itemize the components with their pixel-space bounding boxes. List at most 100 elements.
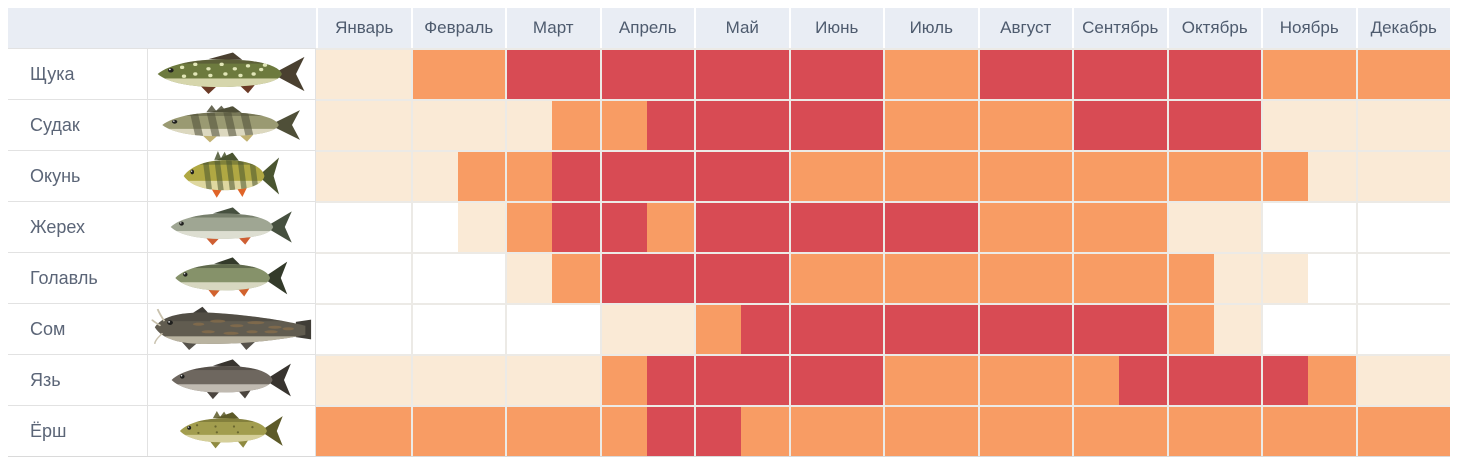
activity-cell-ide-m12a: [1355, 354, 1403, 405]
activity-cell-zander-m11b: [1308, 99, 1356, 150]
activity-cell-ruffe-m11b: [1308, 405, 1356, 456]
activity-cell-asp-m6b: [835, 201, 883, 252]
activity-cell-asp-m9b: [1119, 201, 1167, 252]
activity-cell-chub-m10a: [1166, 252, 1214, 303]
activity-cell-zander-m9a: [1072, 99, 1120, 150]
activity-cell-ruffe-m9b: [1119, 405, 1167, 456]
activity-cell-perch-m1a: [316, 150, 364, 201]
activity-cell-ruffe-m3a: [505, 405, 553, 456]
activity-cell-chub-m3a: [505, 252, 553, 303]
activity-cell-zander-m10a: [1166, 99, 1214, 150]
month-header-10: Октябрь: [1166, 8, 1261, 48]
fish-name-chub: Голавль: [8, 252, 148, 303]
activity-cell-ruffe-m6b: [835, 405, 883, 456]
activity-cell-ruffe-m3b: [552, 405, 600, 456]
activity-cell-pike-m6a: [788, 48, 836, 99]
activity-cell-perch-m3a: [505, 150, 553, 201]
activity-cell-perch-m2b: [457, 150, 505, 201]
activity-cell-ruffe-m1b: [363, 405, 411, 456]
activity-cell-catfish-m1b: [363, 303, 411, 354]
activity-cell-asp-m5a: [694, 201, 742, 252]
activity-cell-perch-m7b: [930, 150, 978, 201]
month-header-9: Сентябрь: [1072, 8, 1167, 48]
activity-cell-perch-m9a: [1072, 150, 1120, 201]
activity-cell-ruffe-m4a: [599, 405, 647, 456]
table-corner-cell: [8, 8, 316, 48]
activity-cell-chub-m11b: [1308, 252, 1356, 303]
activity-cell-zander-m9b: [1119, 99, 1167, 150]
activity-cell-zander-m11a: [1261, 99, 1309, 150]
activity-cell-ide-m11a: [1261, 354, 1309, 405]
activity-cell-ruffe-m8b: [1024, 405, 1072, 456]
activity-cell-perch-m8b: [1024, 150, 1072, 201]
month-header-11: Ноябрь: [1261, 8, 1356, 48]
activity-cell-ide-m9a: [1072, 354, 1120, 405]
activity-cell-asp-m2a: [410, 201, 458, 252]
activity-cell-ide-m3b: [552, 354, 600, 405]
activity-cell-asp-m5b: [741, 201, 789, 252]
pike-image: [157, 52, 304, 95]
activity-cell-pike-m10b: [1213, 48, 1261, 99]
activity-cell-chub-m5b: [741, 252, 789, 303]
activity-cell-ruffe-m10a: [1166, 405, 1214, 456]
activity-cell-pike-m8a: [977, 48, 1025, 99]
fish-name-ruffe: Ёрш: [8, 405, 148, 456]
activity-cell-chub-m8a: [977, 252, 1025, 303]
activity-cell-asp-m4a: [599, 201, 647, 252]
activity-cell-asp-m2b: [457, 201, 505, 252]
fish-name-asp: Жерех: [8, 201, 148, 252]
activity-cell-ide-m6a: [788, 354, 836, 405]
fish-image-cell-zander: [148, 99, 316, 150]
activity-cell-catfish-m3b: [552, 303, 600, 354]
activity-cell-pike-m7a: [883, 48, 931, 99]
activity-cell-zander-m6a: [788, 99, 836, 150]
activity-cell-chub-m12b: [1402, 252, 1450, 303]
activity-cell-perch-m11b: [1308, 150, 1356, 201]
month-header-8: Август: [977, 8, 1072, 48]
activity-cell-asp-m12a: [1355, 201, 1403, 252]
activity-cell-chub-m9b: [1119, 252, 1167, 303]
activity-cell-ruffe-m5b: [741, 405, 789, 456]
activity-cell-chub-m2a: [410, 252, 458, 303]
fishing-calendar-table: Январь Февраль Март Апрель Май Июнь Июль Август…: [8, 8, 1450, 457]
activity-cell-pike-m12a: [1355, 48, 1403, 99]
fish-image-cell-pike: [148, 48, 316, 99]
fish-name-zander: Судак: [8, 99, 148, 150]
activity-cell-catfish-m2b: [457, 303, 505, 354]
month-header-12: Декабрь: [1355, 8, 1450, 48]
activity-cell-chub-m7b: [930, 252, 978, 303]
fish-name-ide: Язь: [8, 354, 148, 405]
activity-cell-ide-m9b: [1119, 354, 1167, 405]
activity-cell-perch-m6a: [788, 150, 836, 201]
activity-cell-chub-m6a: [788, 252, 836, 303]
activity-cell-perch-m4a: [599, 150, 647, 201]
activity-cell-chub-m6b: [835, 252, 883, 303]
activity-cell-perch-m10a: [1166, 150, 1214, 201]
activity-cell-ide-m4a: [599, 354, 647, 405]
fish-image-cell-chub: [148, 252, 316, 303]
activity-cell-asp-m11b: [1308, 201, 1356, 252]
activity-cell-catfish-m10a: [1166, 303, 1214, 354]
activity-cell-zander-m3b: [552, 99, 600, 150]
activity-cell-ruffe-m5a: [694, 405, 742, 456]
activity-cell-zander-m2b: [457, 99, 505, 150]
activity-cell-ruffe-m12a: [1355, 405, 1403, 456]
activity-cell-asp-m7a: [883, 201, 931, 252]
activity-cell-ide-m5a: [694, 354, 742, 405]
activity-cell-chub-m9a: [1072, 252, 1120, 303]
activity-cell-catfish-m6a: [788, 303, 836, 354]
activity-cell-catfish-m7a: [883, 303, 931, 354]
activity-cell-zander-m12b: [1402, 99, 1450, 150]
activity-cell-perch-m5a: [694, 150, 742, 201]
activity-cell-ruffe-m7b: [930, 405, 978, 456]
activity-cell-pike-m4b: [646, 48, 694, 99]
month-header-5: Май: [694, 8, 789, 48]
month-header-1: Январь: [316, 8, 411, 48]
activity-cell-ide-m6b: [835, 354, 883, 405]
activity-cell-ide-m3a: [505, 354, 553, 405]
activity-cell-pike-m9b: [1119, 48, 1167, 99]
activity-cell-zander-m8b: [1024, 99, 1072, 150]
activity-cell-perch-m12a: [1355, 150, 1403, 201]
activity-cell-zander-m4b: [646, 99, 694, 150]
month-header-4: Апрель: [599, 8, 694, 48]
